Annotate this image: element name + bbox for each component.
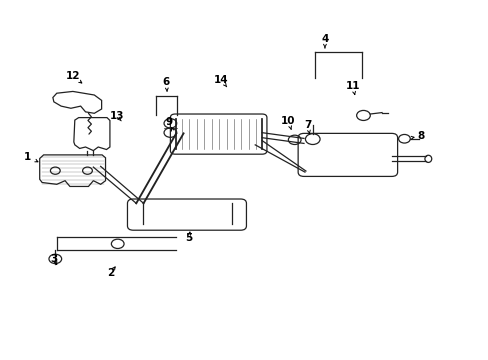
Text: 6: 6 xyxy=(163,77,170,87)
Text: 8: 8 xyxy=(417,131,424,141)
Text: 10: 10 xyxy=(281,116,295,126)
Text: 5: 5 xyxy=(184,233,192,243)
Text: 12: 12 xyxy=(65,71,80,81)
Text: 3: 3 xyxy=(51,254,58,264)
Text: 1: 1 xyxy=(24,152,31,162)
Text: 2: 2 xyxy=(106,268,114,278)
Text: 11: 11 xyxy=(345,81,359,91)
Text: 7: 7 xyxy=(304,121,311,130)
Text: 4: 4 xyxy=(321,35,328,44)
Text: 13: 13 xyxy=(109,111,124,121)
Text: 14: 14 xyxy=(213,75,228,85)
Text: 9: 9 xyxy=(165,117,172,127)
